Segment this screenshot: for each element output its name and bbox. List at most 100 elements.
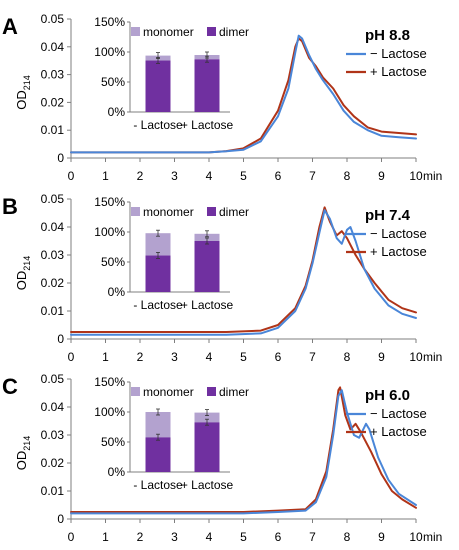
panel-title: pH 8.8 — [365, 27, 410, 44]
legend-label: − Lactose — [370, 406, 427, 421]
inset-legend-label: monomer — [143, 25, 194, 39]
y-tick-label: 0 — [57, 151, 64, 165]
x-tick-label: 9 — [378, 350, 385, 364]
inset-y-tick-label: 100% — [94, 405, 125, 419]
inset-bar-monomer — [194, 233, 220, 241]
x-tick-label: 1 — [102, 169, 109, 183]
y-tick-label: 0.04 — [41, 220, 65, 234]
panel-title: pH 6.0 — [365, 387, 410, 404]
inset-bar-dimer — [145, 255, 171, 292]
y-tick-label: 0.05 — [41, 372, 65, 386]
y-tick-label: 0.03 — [41, 428, 65, 442]
y-tick-label: 0.03 — [41, 248, 65, 262]
x-tick-label: 6 — [275, 169, 282, 183]
panel-b: B 0 0.01 0.02 0.03 0.04 0.05 0 1 2 3 4 5 6 7 8 9 10 min OD2… — [2, 192, 442, 364]
inset-legend-swatch — [131, 387, 140, 396]
x-tick-label: 0 — [68, 530, 75, 544]
inset-legend-swatch — [131, 27, 140, 36]
x-tick-label: 6 — [275, 350, 282, 364]
x-tick-label: 8 — [344, 350, 351, 364]
inset-y-tick-label: 50% — [101, 435, 125, 449]
series-line-minus-lactose — [70, 389, 417, 515]
x-tick-label: 5 — [240, 350, 247, 364]
x-tick-label: 4 — [206, 350, 213, 364]
inset-y-tick-label: 50% — [101, 75, 125, 89]
x-tick-label: 9 — [378, 530, 385, 544]
x-tick-label: 10 — [409, 530, 423, 544]
inset-legend-swatch — [207, 387, 216, 396]
x-tick-label: 3 — [171, 530, 178, 544]
y-axis-label-sub: 214 — [22, 436, 32, 451]
inset-category-label: - Lactose — [133, 298, 183, 312]
series-line-minus-lactose — [70, 209, 417, 336]
inset-y-tick-label: 100% — [94, 225, 125, 239]
panel-letter: C — [2, 374, 18, 399]
x-tick-label: 7 — [309, 530, 316, 544]
x-tick-label: 3 — [171, 350, 178, 364]
y-tick-label: 0.01 — [41, 484, 65, 498]
y-tick-label: 0.01 — [41, 123, 65, 137]
x-tick-label: 8 — [344, 169, 351, 183]
y-tick-label: 0.02 — [41, 456, 65, 470]
inset-bar-dimer — [145, 437, 171, 472]
x-tick-label: 4 — [206, 169, 213, 183]
inset-legend-swatch — [131, 207, 140, 216]
y-tick-label: 0.02 — [41, 276, 65, 290]
panel-title: pH 7.4 — [365, 207, 411, 224]
inset-category-label: - Lactose — [133, 478, 183, 492]
inset-bar-dimer — [194, 241, 220, 292]
legend-label: − Lactose — [370, 46, 427, 61]
x-tick-label: 10 — [409, 169, 423, 183]
inset-legend-label: dimer — [219, 205, 249, 219]
inset-category-label: + Lactose — [181, 298, 234, 312]
inset-category-label: - Lactose — [133, 118, 183, 132]
inset-legend-swatch — [207, 207, 216, 216]
x-tick-label: 3 — [171, 169, 178, 183]
x-unit-label: min — [423, 169, 442, 183]
inset-y-tick-label: 0% — [108, 105, 126, 119]
x-tick-label: 9 — [378, 169, 385, 183]
inset-bar-chart: 0% 50% 100% 150% - Lactose+ Lactose monomer di… — [94, 15, 249, 132]
y-axis-label: OD214 — [14, 256, 32, 291]
x-tick-label: 0 — [68, 350, 75, 364]
x-tick-label: 5 — [240, 530, 247, 544]
series-line-plus-lactose — [70, 386, 417, 513]
panel-a: A 0 0.01 0.02 0.03 0.04 0.05 0 1 2 3 4 5 6 7 8 9 10 min OD2… — [2, 12, 442, 183]
legend-label: + Lactose — [370, 424, 427, 439]
inset-bar-dimer — [194, 422, 220, 472]
inset-bar-chart: 0% 50% 100% 150% - Lactose+ Lactose monomer di… — [94, 375, 249, 492]
inset-bar-chart: 0% 50% 100% 150% - Lactose+ Lactose monomer di… — [94, 195, 249, 312]
inset-y-tick-label: 0% — [108, 285, 126, 299]
inset-legend-label: dimer — [219, 25, 249, 39]
inset-legend-label: monomer — [143, 385, 194, 399]
inset-bar-dimer — [194, 59, 220, 112]
y-tick-label: 0.05 — [41, 12, 65, 26]
inset-category-label: + Lactose — [181, 118, 234, 132]
y-tick-label: 0.01 — [41, 304, 65, 318]
inset-y-tick-label: 0% — [108, 465, 126, 479]
inset-legend-swatch — [207, 27, 216, 36]
y-tick-label: 0.03 — [41, 68, 65, 82]
y-axis-label: OD214 — [14, 436, 32, 471]
legend-label: + Lactose — [370, 64, 427, 79]
x-tick-label: 1 — [102, 350, 109, 364]
panel-c: C 0 0.01 0.02 0.03 0.04 0.05 0 1 2 3 4 5 6 7 8 9 10 min OD2… — [2, 372, 442, 544]
x-tick-label: 10 — [409, 350, 423, 364]
legend-label: − Lactose — [370, 226, 427, 241]
x-tick-label: 5 — [240, 169, 247, 183]
y-tick-label: 0.04 — [41, 400, 65, 414]
inset-y-tick-label: 100% — [94, 45, 125, 59]
y-axis-label-main: OD — [14, 451, 29, 471]
x-tick-label: 1 — [102, 530, 109, 544]
y-axis-label-sub: 214 — [22, 256, 32, 271]
panel-letter: B — [2, 194, 18, 219]
x-tick-label: 8 — [344, 530, 351, 544]
y-tick-label: 0.04 — [41, 40, 65, 54]
y-axis-label-main: OD — [14, 90, 29, 110]
x-tick-label: 2 — [137, 530, 144, 544]
y-axis-label-main: OD — [14, 271, 29, 291]
x-tick-label: 6 — [275, 530, 282, 544]
legend-label: + Lactose — [370, 244, 427, 259]
y-tick-label: 0 — [57, 332, 64, 346]
